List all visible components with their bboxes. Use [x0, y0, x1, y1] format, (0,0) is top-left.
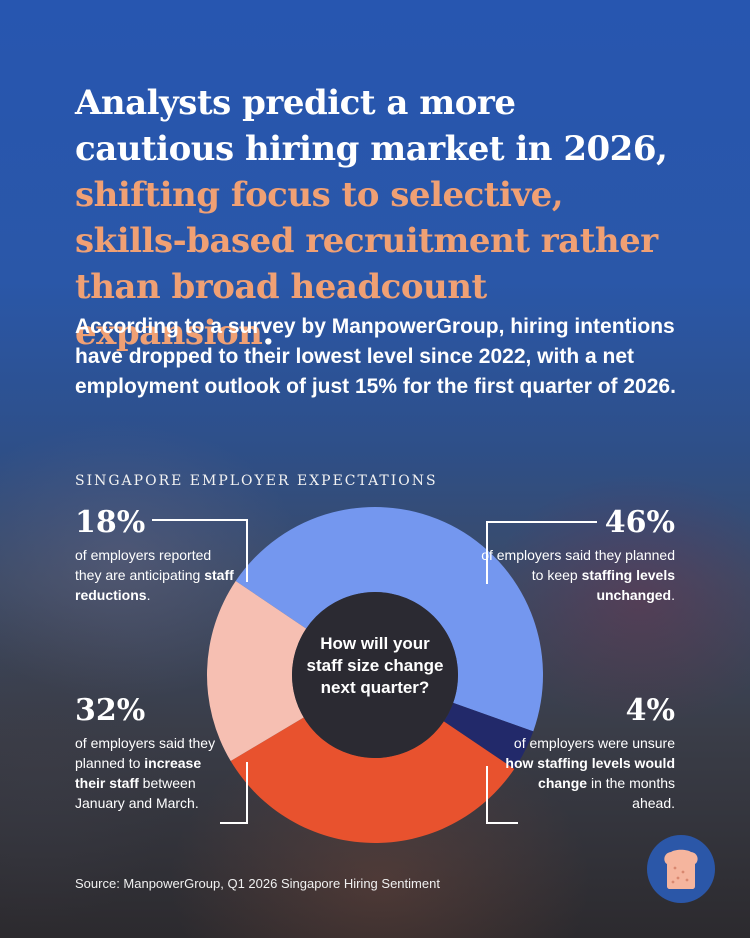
bread-toast-icon [664, 849, 698, 889]
callout-reduce: 18% of employers reported they are antic… [75, 505, 235, 605]
callout-unsure-bold: how staffing levels would change [505, 755, 675, 791]
callout-unchanged: 46% of employers said they planned to ke… [475, 505, 675, 605]
callout-reduce-text: of employers reported they are anticipat… [75, 547, 212, 583]
callout-unchanged-bold: staffing levels unchanged [581, 567, 675, 603]
donut-slice-unchanged [235, 507, 543, 732]
callout-unchanged-end: . [671, 587, 675, 603]
callout-unsure-end: in the months ahead. [587, 775, 675, 811]
callout-reduce-bold: staff reductions [75, 567, 234, 603]
callout-unsure: 4% of employers were unsure how staffing… [495, 693, 675, 813]
brand-logo [647, 835, 715, 903]
callout-unsure-pct: 4% [625, 693, 675, 728]
callout-increase-end: between January and March. [75, 775, 199, 811]
callout-unchanged-text: of employers said they planned to keep [481, 547, 675, 583]
callout-increase: 32% of employers said they planned to in… [75, 693, 235, 813]
headline-accent: shifting focus to selective, skills-base… [75, 175, 658, 353]
headline-lead: Analysts predict a more cautious hiring … [75, 83, 668, 169]
headline-end: . [262, 313, 274, 353]
donut-slice-unsure [443, 702, 534, 769]
section-label: SINGAPORE EMPLOYER EXPECTATIONS [75, 473, 438, 489]
donut-center-question: How will your staff size change next qua… [306, 634, 444, 697]
callout-increase-text: of employers said they planned to [75, 735, 216, 771]
donut-hole [292, 592, 458, 758]
donut-slice-increase [230, 717, 515, 844]
source-note: Source: ManpowerGroup, Q1 2026 Singapore… [75, 876, 440, 891]
callout-reduce-end: . [146, 587, 151, 603]
headline: Analysts predict a more cautious hiring … [75, 80, 685, 356]
donut-slice-reduce [207, 581, 307, 762]
donut-slices [207, 507, 543, 844]
subheadline: According to a survey by ManpowerGroup, … [75, 315, 676, 398]
callout-unsure-text: of employers were unsure [513, 735, 675, 751]
callout-increase-pct: 32% [75, 693, 146, 728]
callout-increase-bold: increase their staff [75, 755, 202, 791]
callout-unchanged-pct: 46% [604, 505, 675, 540]
callout-reduce-pct: 18% [75, 505, 146, 540]
